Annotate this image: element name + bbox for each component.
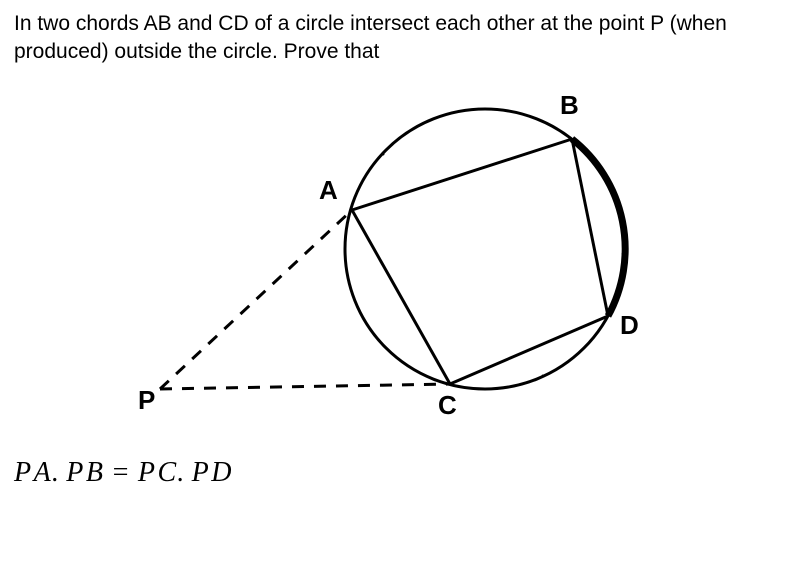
problem-statement: In two chords AB and CD of a circle inte… — [14, 10, 786, 67]
equation-text: PA. PB = PC. PD — [14, 457, 232, 488]
label-p: P — [138, 385, 155, 415]
equation-to-prove: PA. PB = PC. PD — [14, 457, 786, 489]
figure-container: P A B C D — [14, 79, 786, 439]
label-a: A — [319, 175, 338, 205]
label-d: D — [620, 310, 639, 340]
label-c: C — [438, 390, 457, 420]
label-b: B — [560, 90, 579, 120]
geometry-diagram: P A B C D — [130, 79, 670, 439]
